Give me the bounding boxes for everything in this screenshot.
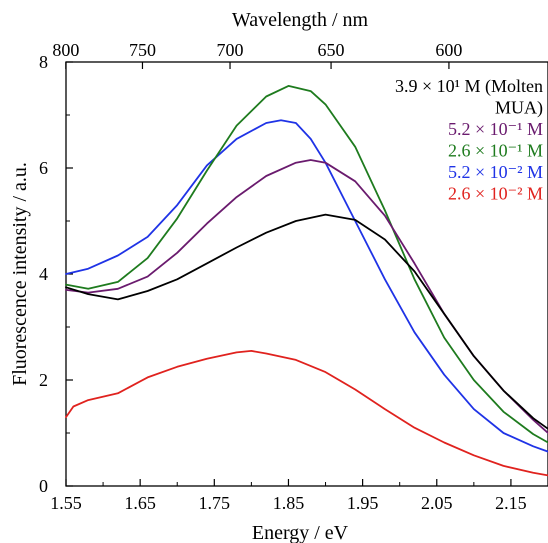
legend-label: MUA) [495,98,543,119]
series-lines [65,85,548,477]
x-tick-label: 1.85 [273,493,305,513]
y-tick-label: 0 [39,476,48,496]
top-tick-label: 650 [318,40,345,60]
series-line [65,85,548,444]
x-tick-label: 1.55 [50,493,82,513]
legend-label: 5.2 × 10⁻² M [448,162,543,182]
legend-label: 5.2 × 10⁻¹ M [448,119,543,139]
x-tick-label: 1.75 [199,493,231,513]
y-tick-label: 6 [39,158,48,178]
x-tick-label: 2.05 [421,493,453,513]
series-line [65,349,548,477]
top-tick-label: 600 [435,40,462,60]
top-axis-label: Wavelength / nm [232,9,369,31]
y-axis-label: Fluorescence intensity / a.u. [9,162,31,386]
legend-label: 2.6 × 10⁻² M [448,184,543,204]
y-tick-label: 4 [39,264,48,284]
series-line [65,119,548,453]
legend-label: 2.6 × 10⁻¹ M [448,141,543,161]
series-line [65,213,548,430]
x-tick-label: 1.95 [347,493,379,513]
x-axis-label: Energy / eV [252,522,349,543]
top-tick-label: 700 [217,40,244,60]
top-tick-label: 800 [52,40,79,60]
x-tick-label: 2.15 [495,493,527,513]
x-tick-label: 1.65 [124,493,156,513]
y-tick-label: 2 [39,370,48,390]
top-tick-label: 750 [129,40,156,60]
legend-label: 3.9 × 10¹ M (Molten [395,76,543,97]
y-tick-label: 8 [39,52,48,72]
